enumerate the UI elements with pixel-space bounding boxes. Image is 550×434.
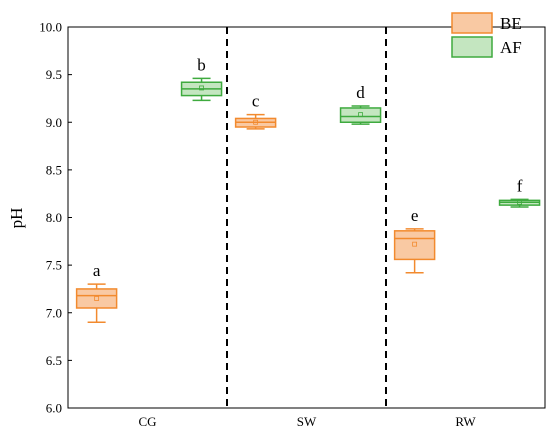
group-separators: [226, 27, 387, 408]
y-tick-label: 9.5: [46, 67, 62, 82]
x-tick-label: SW: [297, 414, 317, 429]
y-tick-label: 6.0: [46, 401, 62, 416]
y-tick-label: 7.5: [46, 258, 62, 273]
mean-marker: [199, 85, 204, 91]
significance-letter: f: [517, 176, 523, 195]
box-AF-RW: [498, 198, 541, 208]
x-tick-label: CG: [138, 414, 156, 429]
x-tick-label: RW: [455, 414, 476, 429]
significance-letter: b: [197, 55, 206, 74]
y-tick-label: 6.5: [46, 353, 62, 368]
significance-letter: e: [411, 206, 419, 225]
legend-swatch-AF: [451, 36, 493, 58]
significance-letter: a: [93, 261, 101, 280]
x-axis: CG SW RW: [138, 414, 476, 429]
box-AF-SW: [339, 105, 382, 125]
legend: BE AF: [451, 12, 522, 58]
box-iqr: [75, 288, 118, 309]
mean-marker: [412, 241, 418, 247]
box-BE-RW: [393, 228, 436, 274]
significance-letter: c: [252, 92, 260, 111]
box-iqr: [393, 230, 436, 261]
y-axis: 6.0 6.5 7.0 7.5 8.0 8.5 9.0 9.5 10.0: [39, 20, 72, 416]
legend-label-BE: BE: [500, 14, 522, 33]
legend-label-AF: AF: [500, 38, 522, 57]
y-axis-title: pH: [7, 208, 26, 229]
box-BE-SW: [234, 113, 277, 130]
mean-marker: [94, 296, 100, 301]
y-tick-label: 7.0: [46, 305, 62, 320]
box-BE-CG: [75, 283, 118, 324]
y-tick-label: 9.0: [46, 115, 62, 130]
mean-marker: [517, 199, 522, 205]
plot-frame: [67, 26, 546, 409]
y-tick-label: 8.0: [46, 210, 62, 225]
y-tick-label: 10.0: [39, 20, 62, 35]
mean-marker: [253, 119, 259, 125]
significance-letter: d: [356, 83, 365, 102]
significance-letters: a c e b d f: [93, 55, 523, 280]
plot-border: [67, 26, 546, 409]
y-tick-label: 8.5: [46, 162, 62, 177]
boxes: [75, 77, 541, 324]
box-iqr: [339, 107, 382, 124]
legend-swatch-BE: [451, 12, 493, 34]
mean-marker: [358, 112, 363, 118]
box-AF-CG: [180, 77, 223, 102]
